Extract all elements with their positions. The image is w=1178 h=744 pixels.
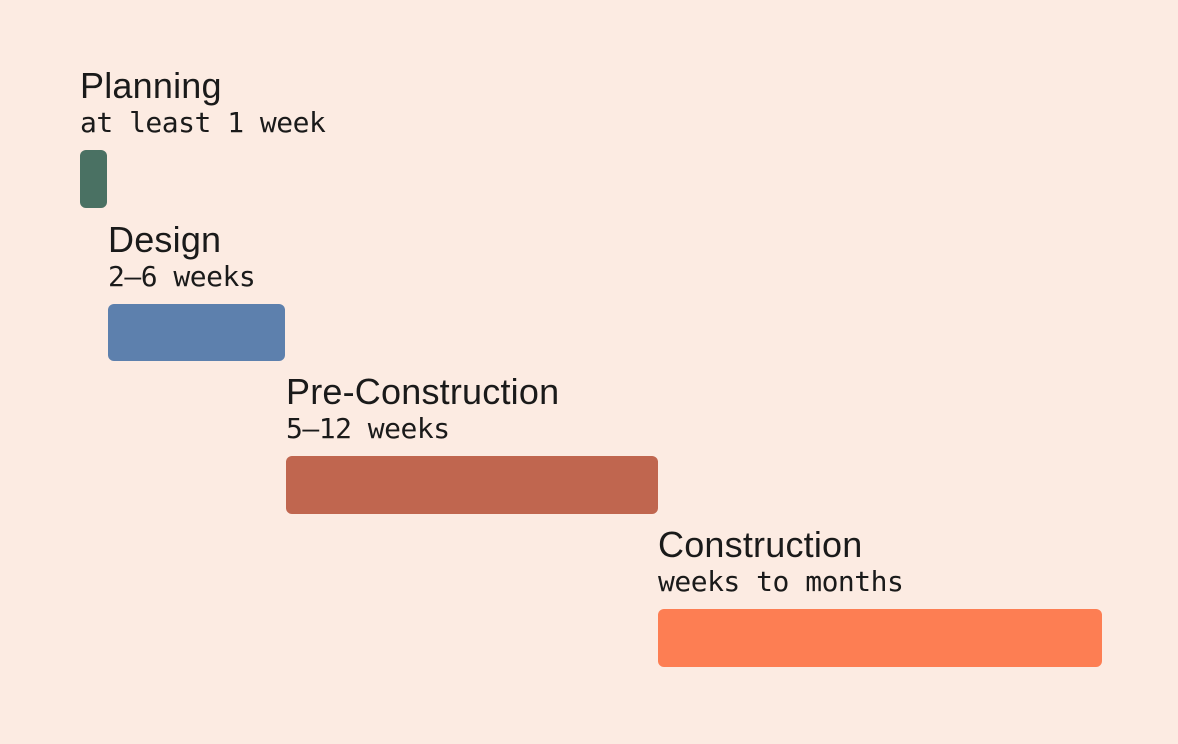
phase-row-pre-construction: Pre-Construction 5–12 weeks: [286, 372, 658, 514]
phase-duration-label: 2–6 weeks: [108, 260, 256, 293]
phase-duration-label: 5–12 weeks: [286, 412, 450, 445]
phase-bar-planning: [80, 150, 107, 208]
phase-title: Design: [108, 219, 222, 260]
phase-row-planning: Planning at least 1 week: [80, 65, 326, 208]
phase-bar-construction: [658, 609, 1102, 667]
phase-row-design: Design 2–6 weeks: [108, 220, 285, 361]
phase-title: Planning: [80, 65, 222, 106]
phase-duration-label: weeks to months: [658, 565, 904, 598]
phase-bar-design: [108, 304, 285, 361]
phase-duration-label: at least 1 week: [80, 106, 326, 139]
phase-title: Construction: [658, 524, 863, 565]
phase-row-construction: Construction weeks to months: [658, 525, 1102, 667]
phase-bar-pre-construction: [286, 456, 658, 514]
phase-title: Pre-Construction: [286, 371, 560, 412]
